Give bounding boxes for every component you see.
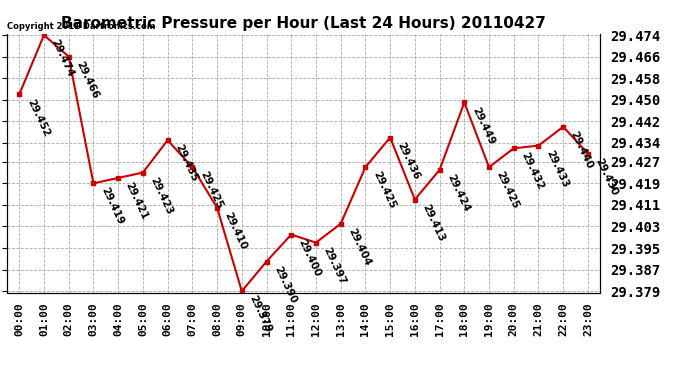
Text: 29.390: 29.390	[272, 264, 298, 305]
Text: 29.425: 29.425	[371, 170, 397, 211]
Text: 29.432: 29.432	[520, 151, 545, 192]
Text: 29.379: 29.379	[247, 294, 273, 334]
Text: 29.466: 29.466	[75, 60, 100, 100]
Text: 29.436: 29.436	[395, 140, 422, 181]
Text: 29.433: 29.433	[544, 148, 570, 189]
Text: 29.440: 29.440	[569, 129, 595, 170]
Text: 29.424: 29.424	[445, 172, 471, 213]
Text: 29.449: 29.449	[470, 105, 496, 146]
Title: Barometric Pressure per Hour (Last 24 Hours) 20110427: Barometric Pressure per Hour (Last 24 Ho…	[61, 16, 546, 31]
Text: 29.410: 29.410	[223, 210, 248, 251]
Text: Copyright 2011 Dartronics.com: Copyright 2011 Dartronics.com	[7, 22, 155, 31]
Text: 29.425: 29.425	[495, 170, 521, 211]
Text: 29.421: 29.421	[124, 181, 150, 221]
Text: 29.430: 29.430	[593, 156, 620, 197]
Text: 29.419: 29.419	[99, 186, 125, 227]
Text: 29.423: 29.423	[148, 176, 175, 216]
Text: 29.435: 29.435	[173, 143, 199, 184]
Text: 29.452: 29.452	[25, 97, 51, 138]
Text: 29.413: 29.413	[420, 202, 446, 243]
Text: 29.404: 29.404	[346, 226, 373, 267]
Text: 29.474: 29.474	[50, 38, 76, 79]
Text: 29.397: 29.397	[322, 245, 348, 286]
Text: 29.425: 29.425	[198, 170, 224, 211]
Text: 29.400: 29.400	[297, 237, 323, 278]
